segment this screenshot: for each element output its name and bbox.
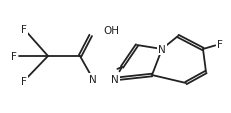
Text: N: N [158,45,166,54]
Text: N: N [89,74,97,84]
Text: F: F [21,25,27,35]
Text: F: F [21,76,27,86]
Text: OH: OH [103,26,119,36]
Text: F: F [217,40,223,50]
Text: F: F [11,52,17,61]
Text: N: N [111,74,119,84]
